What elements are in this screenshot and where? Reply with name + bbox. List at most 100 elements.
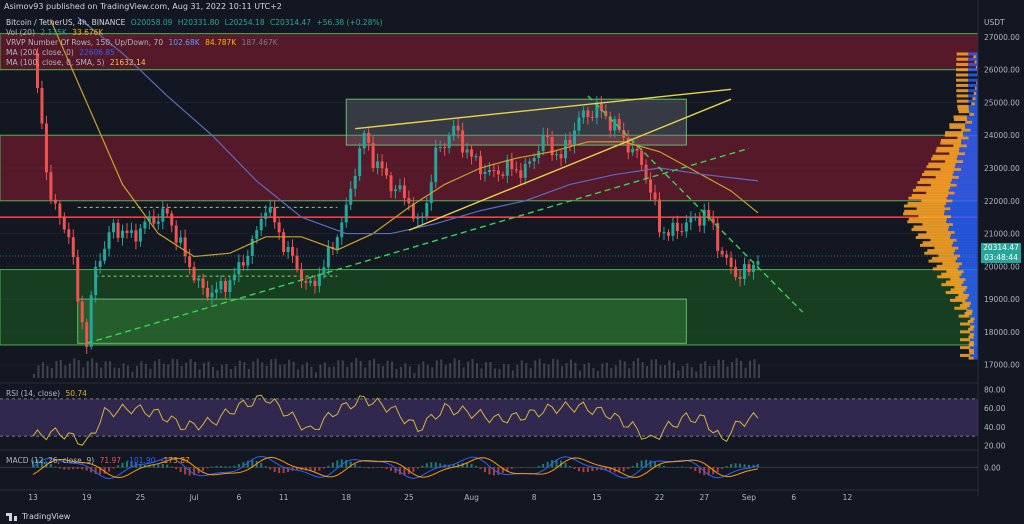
candle-body: [156, 221, 160, 224]
candle-body: [76, 257, 80, 302]
candle-body: [613, 119, 617, 131]
vrvp-bar-down: [948, 188, 978, 192]
vrvp-bar-down: [973, 356, 978, 360]
macd-histogram-bar: [604, 467, 607, 471]
volume-bar: [135, 365, 138, 378]
ma200-value: 22606.85: [79, 48, 115, 57]
volume-bar: [305, 362, 308, 378]
volume-bar: [171, 358, 174, 378]
macd-histogram-bar: [309, 467, 312, 472]
macd-histogram-bar: [510, 467, 513, 469]
vrvp-bar-up: [941, 283, 962, 287]
candle-body: [197, 278, 201, 281]
volume-bar: [543, 363, 546, 378]
macd-histogram-bar: [175, 467, 178, 470]
candle-body: [264, 212, 268, 220]
macd-histogram-bar: [179, 467, 182, 473]
vrvp-bar-up: [956, 73, 969, 77]
volume-bar: [86, 361, 89, 378]
macd-histogram-bar: [237, 464, 240, 468]
vrvp-bar-down: [972, 309, 978, 313]
tradingview-brand[interactable]: TradingView: [6, 512, 70, 521]
vrvp-bar-up: [953, 144, 967, 148]
volume-bar: [659, 365, 662, 378]
vol-legend[interactable]: Vol (20) 2.135K 33.676K: [6, 28, 106, 37]
candle-body: [358, 148, 362, 177]
vrvp-bar-down: [967, 118, 978, 122]
vrvp-bar-up: [969, 340, 975, 344]
volume-bar: [198, 369, 201, 378]
vrvp-bar-up: [959, 304, 970, 308]
candle-body: [572, 130, 576, 146]
vrvp-bar-down: [965, 125, 978, 129]
rsi-legend[interactable]: RSI (14, close) 50.74: [6, 389, 90, 398]
candle-body: [85, 322, 89, 347]
candle-body: [456, 125, 460, 131]
price-tick-label: 20000.00: [984, 262, 1020, 271]
last-price: 20314.47: [983, 243, 1019, 252]
macd-histogram-bar: [381, 467, 384, 469]
macd-histogram-bar: [54, 466, 57, 468]
macd-histogram-bar: [452, 464, 455, 468]
vrvp-bar-down: [950, 180, 978, 184]
vrvp-bar-down: [944, 209, 978, 213]
vrvp-bar-down: [969, 304, 978, 308]
macd-histogram-bar: [470, 463, 473, 468]
candle-body: [129, 230, 133, 233]
vrvp-bar-down: [965, 288, 978, 292]
volume-bar: [328, 366, 331, 378]
volume-bar: [265, 365, 268, 378]
vrvp-bar-down: [959, 146, 978, 150]
rsi-label: RSI (14, close): [6, 389, 61, 398]
vrvp-bar-down: [966, 115, 978, 119]
volume-bar: [131, 371, 134, 378]
macd-value-1: 71.97: [99, 456, 122, 465]
vrvp-legend[interactable]: VRVP Number Of Rows, 150, Up/Down, 70 10…: [6, 38, 281, 47]
macd-histogram-bar: [398, 467, 401, 475]
price-tick-label: 24000.00: [984, 131, 1020, 140]
volume-bar: [699, 363, 702, 378]
macd-histogram-bar: [694, 467, 697, 471]
volume-bar: [565, 363, 568, 378]
vrvp-bar-down: [958, 149, 978, 153]
vrvp-bar-up: [940, 141, 962, 145]
vrvp-value-1: 102.68K: [168, 38, 200, 47]
macd-legend[interactable]: MACD (12, 26, close, 9) 71.97 -101.90 -1…: [6, 456, 193, 465]
volume-bar: [153, 361, 156, 378]
candle-body: [174, 225, 178, 243]
macd-histogram-bar: [457, 463, 460, 468]
macd-histogram-bar: [152, 464, 155, 468]
candle-body: [147, 216, 151, 222]
vrvp-bar-up: [957, 136, 969, 140]
vrvp-bar-down: [968, 62, 978, 66]
symbol-name[interactable]: Bitcoin / TetherUS, 4h, BINANCE: [6, 18, 126, 27]
time-tick-label: 25: [404, 493, 414, 502]
candle-body: [49, 172, 53, 200]
candle-body: [617, 119, 621, 131]
candle-body: [510, 159, 514, 170]
candle-body: [40, 88, 44, 124]
macd-histogram-bar: [654, 462, 657, 468]
macd-histogram-bar: [725, 466, 728, 468]
vrvp-bar-down: [968, 52, 978, 56]
ma200-legend[interactable]: MA (200, close, 0) 22606.85: [6, 48, 118, 57]
vrvp-bar-down: [974, 332, 978, 336]
vrvp-bar-up: [960, 330, 970, 334]
price-tick-label: 17000.00: [984, 361, 1020, 370]
vrvp-bar-up: [967, 319, 974, 323]
macd-histogram-bar: [76, 467, 79, 469]
volume-bar: [408, 366, 411, 378]
zone-red-0: [0, 33, 979, 71]
tradingview-logo-icon: [6, 512, 18, 521]
macd-histogram-bar: [313, 467, 316, 472]
vrvp-bar-up: [956, 89, 969, 93]
volume-bar: [337, 360, 340, 378]
vrvp-bar-down: [954, 191, 978, 195]
vrvp-bar-down: [965, 277, 978, 281]
volume-bar: [641, 362, 644, 378]
vrvp-bar-up: [976, 81, 978, 85]
ma100-legend[interactable]: MA (100, close, 0, SMA, 5) 21632.14: [6, 58, 149, 67]
macd-histogram-bar: [555, 459, 558, 468]
macd-histogram-bar: [251, 460, 254, 468]
